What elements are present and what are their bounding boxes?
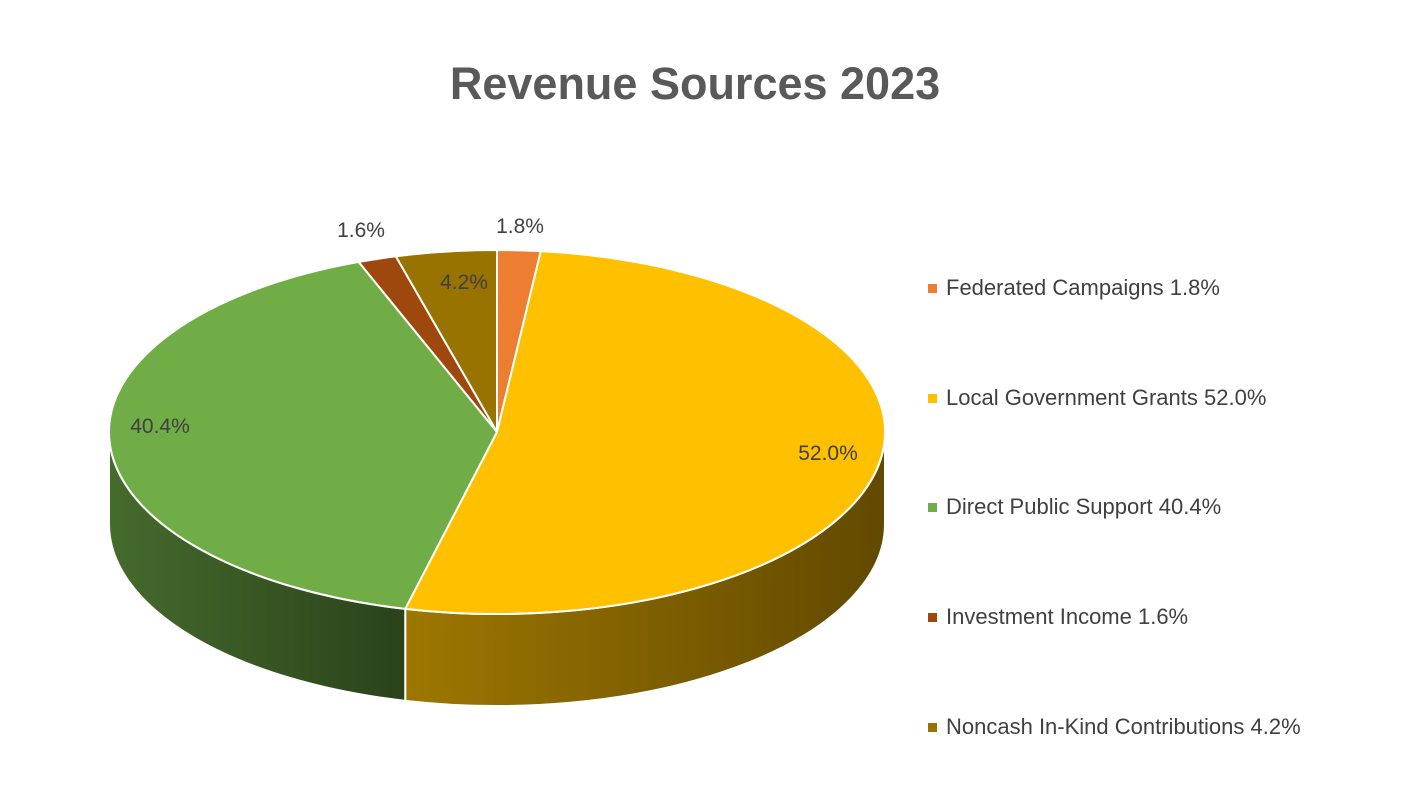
legend-label: Direct Public Support 40.4% xyxy=(946,494,1222,519)
data-label-direct-public-support: 40.4% xyxy=(130,415,190,438)
legend-label: Local Government Grants 52.0% xyxy=(946,385,1267,410)
pie-data-labels: 1.8% 52.0% 40.4% 1.6% 4.2% xyxy=(130,215,858,465)
pie-slice-direct-public-support xyxy=(108,260,498,610)
legend-item: Local Government Grants 52.0% xyxy=(928,385,1266,411)
pie-top-slices xyxy=(108,249,886,615)
pie-slice-noncash-in-kind-contributions xyxy=(394,249,498,433)
legend-swatch xyxy=(928,722,937,732)
legend-label: Investment Income 1.6% xyxy=(946,604,1189,629)
legend-label: Federated Campaigns 1.8% xyxy=(946,275,1220,300)
legend-swatch xyxy=(928,502,937,512)
legend-swatch xyxy=(928,283,937,293)
legend: Federated Campaigns 1.8% Local Government… xyxy=(928,0,1398,804)
pie-slice-local-government-grants xyxy=(404,250,886,615)
legend-label: Noncash In-Kind Contributions 4.2% xyxy=(946,714,1301,739)
data-label-investment-income: 1.6% xyxy=(337,219,385,242)
legend-swatch xyxy=(928,393,937,403)
legend-item: Noncash In-Kind Contributions 4.2% xyxy=(928,714,1301,740)
legend-item: Investment Income 1.6% xyxy=(928,604,1188,630)
data-label-federated-campaigns: 1.8% xyxy=(496,215,544,238)
legend-swatch xyxy=(928,612,937,622)
legend-item: Federated Campaigns 1.8% xyxy=(928,275,1220,301)
data-label-noncash-in-kind-contributions: 4.2% xyxy=(440,271,488,294)
legend-item: Direct Public Support 40.4% xyxy=(928,494,1221,520)
chart-title: Revenue Sources 2023 xyxy=(449,58,941,109)
data-label-local-government-grants: 52.0% xyxy=(798,442,858,465)
